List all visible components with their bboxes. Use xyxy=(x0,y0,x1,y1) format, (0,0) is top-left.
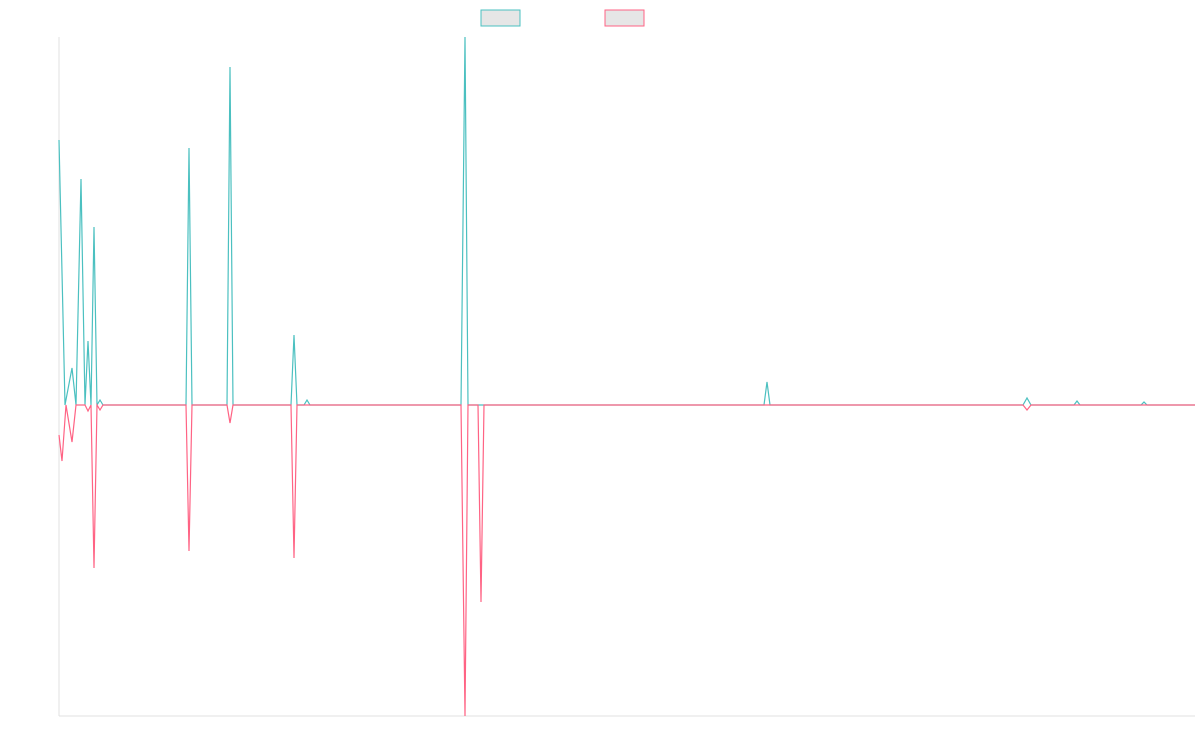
series-line xyxy=(58,36,1195,408)
legend-swatch[interactable] xyxy=(604,9,645,27)
series-line xyxy=(58,402,1195,717)
legend-swatch[interactable] xyxy=(480,9,521,27)
